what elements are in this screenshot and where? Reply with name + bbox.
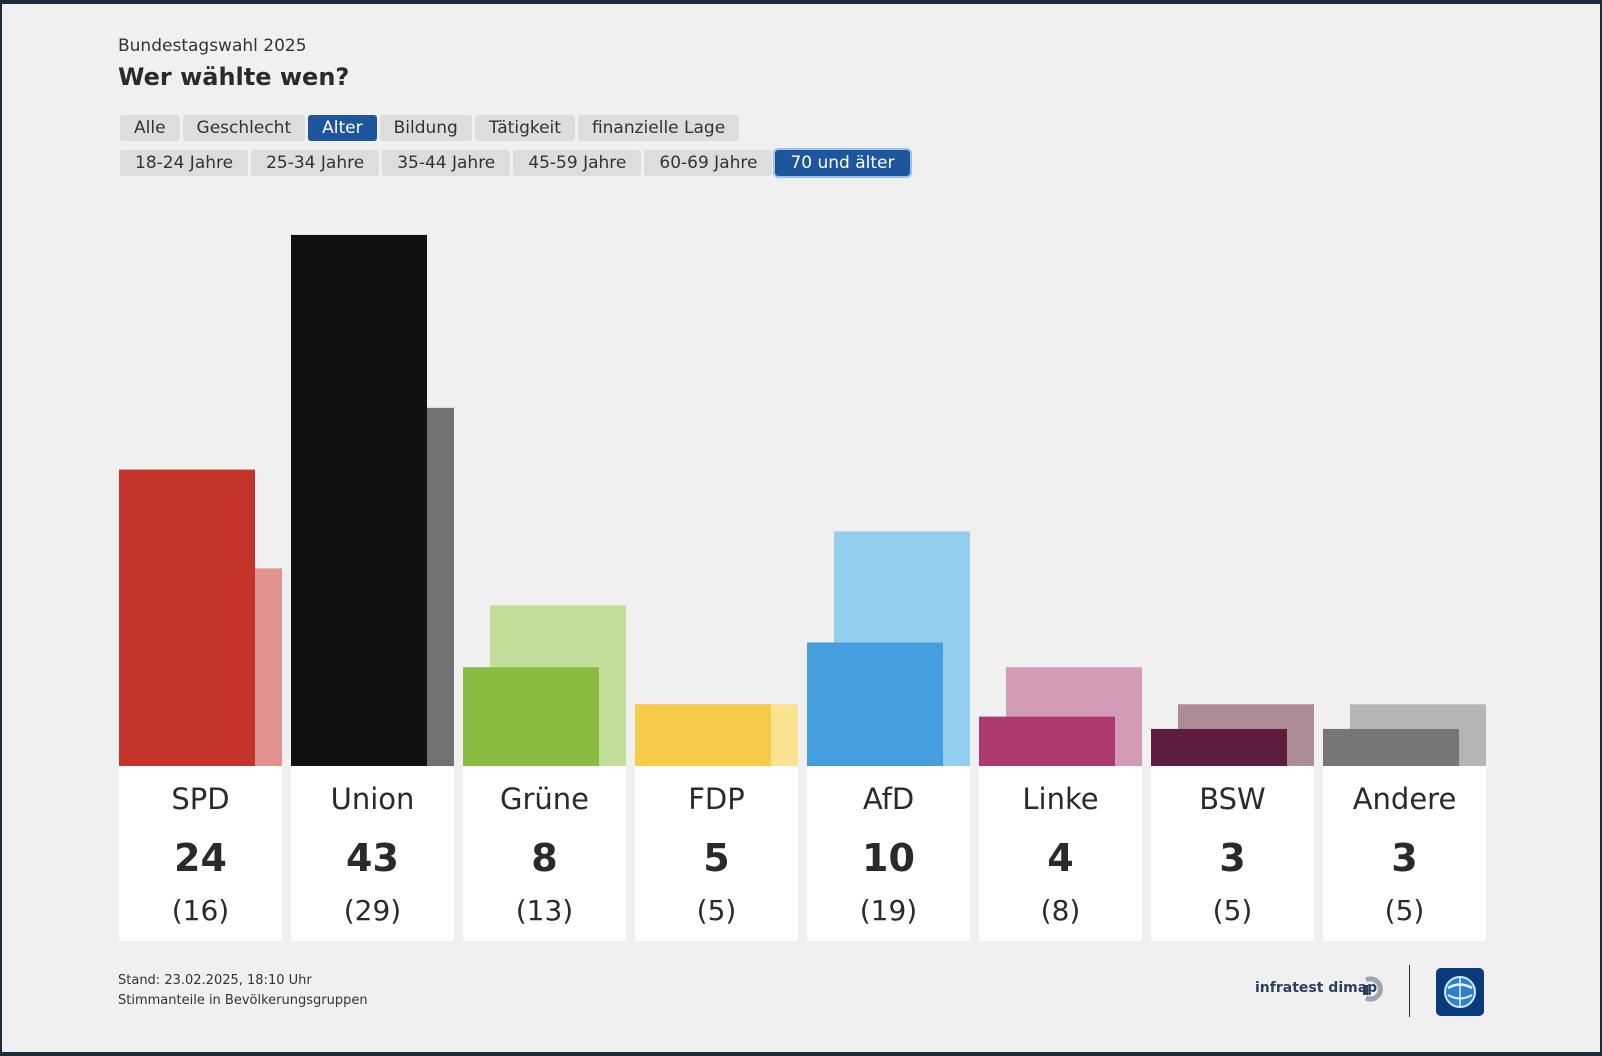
party-previous-value-label: (16): [171, 894, 230, 927]
tab-35-44[interactable]: 35-44 Jahre: [382, 150, 511, 176]
tab-25-34[interactable]: 25-34 Jahre: [251, 150, 380, 176]
party-name-label: Andere: [1352, 782, 1457, 816]
chart-title: Wer wählte wen?: [118, 63, 350, 91]
bar-current-bsw: [1151, 728, 1287, 766]
bar-current-linke: [979, 716, 1115, 766]
tagesschau-logo-icon: [1436, 968, 1484, 1016]
tab-70-plus[interactable]: 70 und älter: [773, 148, 912, 178]
party-value-label: 3: [1391, 836, 1418, 880]
party-card-afd: AfD 10 (19): [807, 766, 970, 941]
party-value-label: 24: [174, 836, 227, 880]
party-card-bsw: BSW 3 (5): [1151, 766, 1314, 941]
party-card-linke: Linke 4 (8): [979, 766, 1142, 941]
party-previous-value-label: (19): [859, 894, 918, 927]
footer-divider: [1409, 965, 1410, 1017]
party-name-label: Union: [330, 782, 415, 816]
party-previous-value-label: (5): [1384, 894, 1425, 927]
bar-current-fdp: [635, 704, 771, 766]
party-value-label: 3: [1219, 836, 1246, 880]
party-name-label: FDP: [688, 782, 745, 816]
infratest-logo-icon: [1363, 976, 1383, 1002]
party-value-label: 5: [703, 836, 730, 880]
tab-finanzielle-lage[interactable]: finanzielle Lage: [577, 115, 740, 141]
party-card-union: Union 43 (29): [291, 766, 454, 941]
party-value-label: 43: [346, 836, 399, 880]
party-value-label: 10: [862, 836, 915, 880]
tab-45-59[interactable]: 45-59 Jahre: [513, 150, 642, 176]
chart-subtitle: Bundestagswahl 2025: [118, 36, 307, 56]
party-name-label: Linke: [1022, 782, 1099, 816]
tab-60-69[interactable]: 60-69 Jahre: [644, 150, 773, 176]
party-card-andere: Andere 3 (5): [1323, 766, 1486, 941]
bar-current-spd: [119, 469, 255, 766]
bar-current-afd: [807, 642, 943, 766]
party-previous-value-label: (5): [1212, 894, 1253, 927]
party-value-label: 4: [1047, 836, 1074, 880]
party-name-label: SPD: [171, 782, 230, 816]
party-previous-value-label: (29): [343, 894, 402, 927]
tab-taetigkeit[interactable]: Tätigkeit: [474, 115, 575, 141]
party-previous-value-label: (8): [1040, 894, 1081, 927]
tab-alter[interactable]: Alter: [308, 115, 377, 141]
party-name-label: Grüne: [500, 782, 589, 816]
bar-current-grüne: [463, 667, 599, 766]
party-card-fdp: FDP 5 (5): [635, 766, 798, 941]
party-previous-value-label: (13): [515, 894, 574, 927]
party-previous-value-label: (5): [696, 894, 737, 927]
tab-geschlecht[interactable]: Geschlecht: [182, 115, 306, 141]
infratest-logo-text: infratest dimap: [1255, 980, 1378, 996]
tab-bildung[interactable]: Bildung: [379, 115, 472, 141]
party-card-grüne: Grüne 8 (13): [463, 766, 626, 941]
party-value-label: 8: [531, 836, 558, 880]
footnote: Stimmanteile in Bevölkerungsgruppen: [118, 993, 368, 1008]
tab-alle[interactable]: Alle: [120, 115, 180, 141]
party-name-label: AfD: [862, 782, 915, 816]
party-name-label: BSW: [1199, 782, 1266, 816]
tab-18-24[interactable]: 18-24 Jahre: [120, 150, 249, 176]
bar-current-andere: [1323, 728, 1459, 766]
bar-current-union: [291, 234, 427, 766]
age-tabs: 18-24 Jahre 25-34 Jahre 35-44 Jahre 45-5…: [120, 148, 912, 178]
party-card-spd: SPD 24 (16): [119, 766, 282, 941]
timestamp: Stand: 23.02.2025, 18:10 Uhr: [118, 973, 312, 988]
category-tabs: Alle Geschlecht Alter Bildung Tätigkeit …: [120, 115, 740, 141]
